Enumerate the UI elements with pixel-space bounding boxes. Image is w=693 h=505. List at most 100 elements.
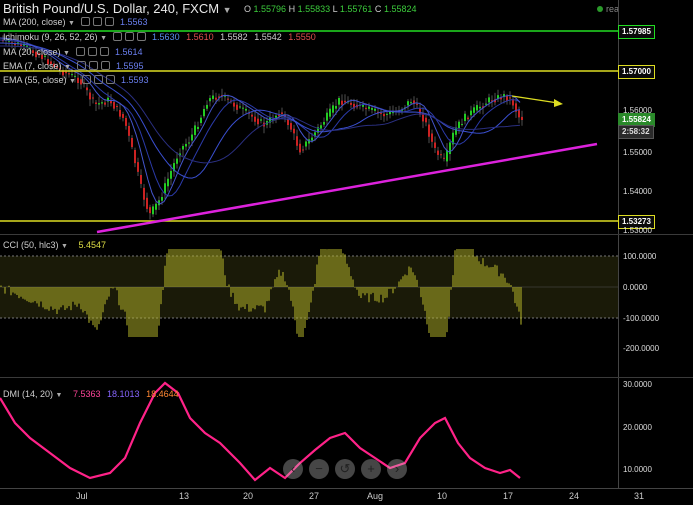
candle-body (377, 111, 379, 113)
candle-body (251, 114, 253, 117)
chevron-down-icon[interactable]: ▼ (222, 5, 232, 15)
left-arrow-icon[interactable]: ‹ (283, 459, 303, 479)
pane-divider[interactable] (0, 234, 693, 235)
candle-body (323, 121, 325, 125)
candle-body (446, 150, 448, 162)
cci-bars (0, 249, 522, 337)
indicator-label: EMA (55, close) (3, 75, 67, 85)
candle-body (452, 132, 454, 145)
candle-body (284, 115, 286, 117)
indicator-ma20[interactable]: MA (20, close) ▼ 1.5614 (3, 47, 143, 57)
candle-body (353, 103, 355, 109)
visibility-toggle-icon[interactable] (81, 75, 91, 84)
cci-axis[interactable] (618, 235, 693, 377)
visibility-toggle-icon[interactable] (112, 32, 122, 41)
settings-icon[interactable] (92, 17, 102, 26)
right-arrow-icon[interactable]: › (387, 459, 407, 479)
settings-icon[interactable] (124, 32, 134, 41)
cci-legend[interactable]: CCI (50, hlc3) ▼ 5.4547 (3, 240, 106, 250)
candle-body (80, 79, 82, 85)
indicator-ema7[interactable]: EMA (7, close) ▼ 1.5595 (3, 61, 144, 71)
chevron-down-icon[interactable]: ▼ (69, 78, 76, 85)
settings-icon[interactable] (93, 75, 103, 84)
dmi-chart[interactable] (0, 378, 618, 488)
close-icon[interactable] (105, 75, 115, 84)
candle-body (485, 103, 487, 105)
candle-body (329, 108, 331, 117)
candle-body (239, 106, 241, 108)
status-dot-icon (597, 6, 603, 12)
candle-body (128, 126, 130, 136)
candle-body (422, 113, 424, 122)
candle-body (461, 123, 463, 125)
candle-body (155, 203, 157, 210)
time-tick: Aug (367, 491, 384, 501)
visibility-toggle-icon[interactable] (80, 17, 90, 26)
projection-arrowhead-icon (554, 99, 563, 107)
close-icon[interactable] (100, 61, 110, 70)
price-tick: 1.55000 (623, 148, 652, 157)
candle-body (17, 42, 19, 44)
candle-body (125, 118, 127, 126)
cci-chart[interactable] (0, 235, 618, 377)
candle-body (113, 102, 115, 109)
candle-body (185, 143, 187, 147)
dmi-tick: 10.0000 (623, 465, 652, 474)
close-icon[interactable] (104, 17, 114, 26)
candle-body (65, 71, 67, 74)
time-tick: 31 (634, 491, 645, 501)
cci-tick: -200.0000 (623, 344, 660, 353)
zoom-out-icon[interactable]: − (309, 459, 329, 479)
dmi-legend[interactable]: DMI (14, 20) ▼ 7.5363 18.1013 18.4644 (3, 389, 179, 399)
indicator-value: 1.5582 (220, 32, 248, 42)
indicator-ema55[interactable]: EMA (55, close) ▼ 1.5593 (3, 75, 149, 85)
candle-body (173, 163, 175, 172)
indicator-label: DMI (14, 20) (3, 389, 54, 399)
chevron-down-icon[interactable]: ▼ (100, 35, 108, 42)
cci-tick: 100.0000 (623, 252, 657, 261)
moving-average-line (0, 45, 521, 164)
zoom-in-icon[interactable]: + (361, 459, 381, 479)
pane-divider[interactable] (0, 377, 693, 378)
reset-icon[interactable]: ↺ (335, 459, 355, 479)
indicator-ichimoku[interactable]: Ichimoku (9, 26, 52, 26) ▼ 1.5630 1.5610… (3, 32, 316, 42)
candle-body (437, 150, 439, 155)
candle-body (200, 117, 202, 123)
close-icon[interactable] (99, 47, 109, 56)
close-icon[interactable] (136, 32, 146, 41)
visibility-toggle-icon[interactable] (76, 61, 86, 70)
price-chart[interactable] (0, 0, 618, 234)
candle-body (413, 100, 415, 104)
candle-body (416, 103, 418, 105)
chevron-down-icon[interactable]: ▼ (55, 392, 63, 399)
chevron-down-icon[interactable]: ▼ (61, 243, 68, 250)
candle-body (386, 113, 388, 115)
chevron-down-icon[interactable]: ▼ (63, 50, 70, 57)
settings-icon[interactable] (87, 47, 97, 56)
ohlc-h-label: H (288, 4, 296, 14)
settings-icon[interactable] (88, 61, 98, 70)
candle-body (188, 142, 190, 144)
candle-body (332, 105, 334, 113)
visibility-toggle-icon[interactable] (75, 47, 85, 56)
candle-body (77, 77, 79, 83)
candle-body (38, 53, 40, 56)
indicator-label: MA (20, close) (3, 47, 61, 57)
candle-body (341, 100, 343, 105)
candle-body (362, 104, 364, 107)
ohlc-o-value: 1.55796 (253, 4, 287, 14)
chart-title[interactable]: British Pound/U.S. Dollar, 240, FXCM ▼ (3, 1, 232, 16)
time-tick: 10 (437, 491, 448, 501)
candle-body (182, 146, 184, 150)
candle-body (434, 142, 436, 148)
candle-body (281, 112, 283, 114)
candle-body (203, 108, 205, 117)
dmi-axis[interactable] (618, 378, 693, 488)
time-tick: 24 (569, 491, 580, 501)
chevron-down-icon[interactable]: ▼ (68, 20, 75, 27)
indicator-ma200[interactable]: MA (200, close) ▼ 1.5563 (3, 17, 148, 27)
candle-body (491, 100, 493, 102)
candle-body (161, 196, 163, 201)
chevron-down-icon[interactable]: ▼ (64, 64, 71, 71)
candle-body (482, 106, 484, 108)
